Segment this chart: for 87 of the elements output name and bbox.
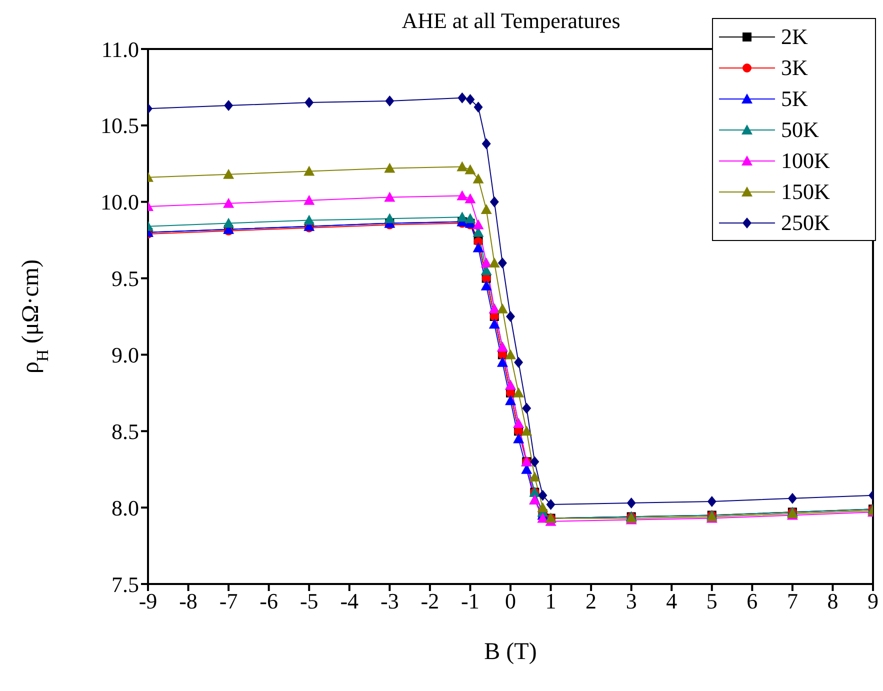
point (464, 213, 476, 224)
point (538, 490, 548, 501)
chart-title: AHE at all Temperatures (402, 8, 620, 33)
point (480, 258, 492, 268)
point (456, 212, 468, 222)
x-tick-label: 1 (545, 588, 556, 614)
point (498, 258, 507, 268)
point (464, 193, 476, 204)
y-tick-label: 9.0 (112, 342, 139, 368)
point (546, 499, 556, 510)
point (513, 433, 524, 444)
x-tick-label: 2 (586, 588, 597, 614)
point (223, 218, 234, 228)
point (707, 496, 716, 507)
point (480, 204, 492, 214)
point (488, 318, 500, 329)
point (304, 194, 315, 205)
point (488, 258, 500, 268)
x-tick-label: -1 (461, 588, 480, 614)
legend-label: 100K (781, 148, 830, 174)
point (223, 198, 234, 208)
point (464, 164, 476, 174)
x-tick-label: 4 (666, 588, 678, 614)
point (472, 219, 484, 230)
point (384, 162, 396, 173)
point (626, 497, 636, 508)
y-tick-label: 7.5 (112, 572, 139, 597)
point (514, 356, 524, 368)
point (304, 214, 315, 225)
y-tick-label: 8.0 (112, 495, 139, 520)
y-tick-label: 10.5 (100, 113, 139, 138)
point (506, 311, 515, 322)
legend-label: 50K (781, 116, 819, 142)
point (224, 100, 234, 112)
point (456, 161, 468, 172)
point (505, 349, 516, 360)
point (522, 402, 532, 414)
legend-label: 150K (781, 178, 830, 204)
x-axis-title: B (T) (484, 639, 537, 665)
x-tick-label: -6 (260, 588, 278, 614)
y-tick-label: 11.0 (101, 36, 139, 62)
point (505, 395, 516, 406)
point (384, 213, 396, 224)
point (384, 192, 396, 202)
y-tick-label: 10.0 (100, 190, 139, 215)
legend-label: 3K (781, 54, 808, 80)
x-tick-label: 7 (786, 588, 798, 614)
point (474, 102, 483, 113)
x-tick-label: -5 (300, 588, 318, 614)
point (521, 426, 532, 436)
point (490, 196, 499, 208)
x-tick-label: -9 (138, 588, 158, 614)
x-tick-label: -4 (340, 588, 359, 614)
x-tick-label: -8 (179, 588, 198, 614)
point (304, 97, 314, 108)
x-tick-label: -2 (420, 588, 440, 614)
point (223, 168, 234, 179)
point (496, 356, 508, 367)
x-tick-label: -3 (380, 588, 399, 614)
x-tick-label: 8 (827, 588, 838, 614)
point (529, 472, 540, 482)
point (472, 173, 484, 184)
point (466, 94, 475, 105)
point (530, 456, 540, 468)
y-tick-label: 8.5 (112, 418, 139, 444)
legend-label: 250K (781, 210, 830, 236)
point (304, 166, 315, 176)
legend-label: 5K (781, 86, 808, 112)
legend-label: 2K (781, 24, 808, 50)
point (385, 95, 394, 106)
point (513, 387, 524, 398)
point (537, 512, 548, 523)
point (482, 138, 491, 150)
point (458, 92, 467, 104)
x-tick-label: -7 (219, 588, 238, 614)
x-tick-label: 9 (868, 588, 878, 614)
point (472, 242, 484, 252)
point (480, 280, 492, 290)
point (788, 492, 797, 504)
point (456, 190, 468, 200)
x-tick-label: 5 (706, 588, 718, 614)
point (537, 502, 548, 512)
x-tick-label: 6 (746, 588, 758, 614)
y-tick-label: 9.5 (112, 266, 139, 292)
point (496, 303, 508, 314)
x-tick-label: 0 (505, 588, 516, 614)
x-tick-label: 3 (626, 588, 637, 614)
